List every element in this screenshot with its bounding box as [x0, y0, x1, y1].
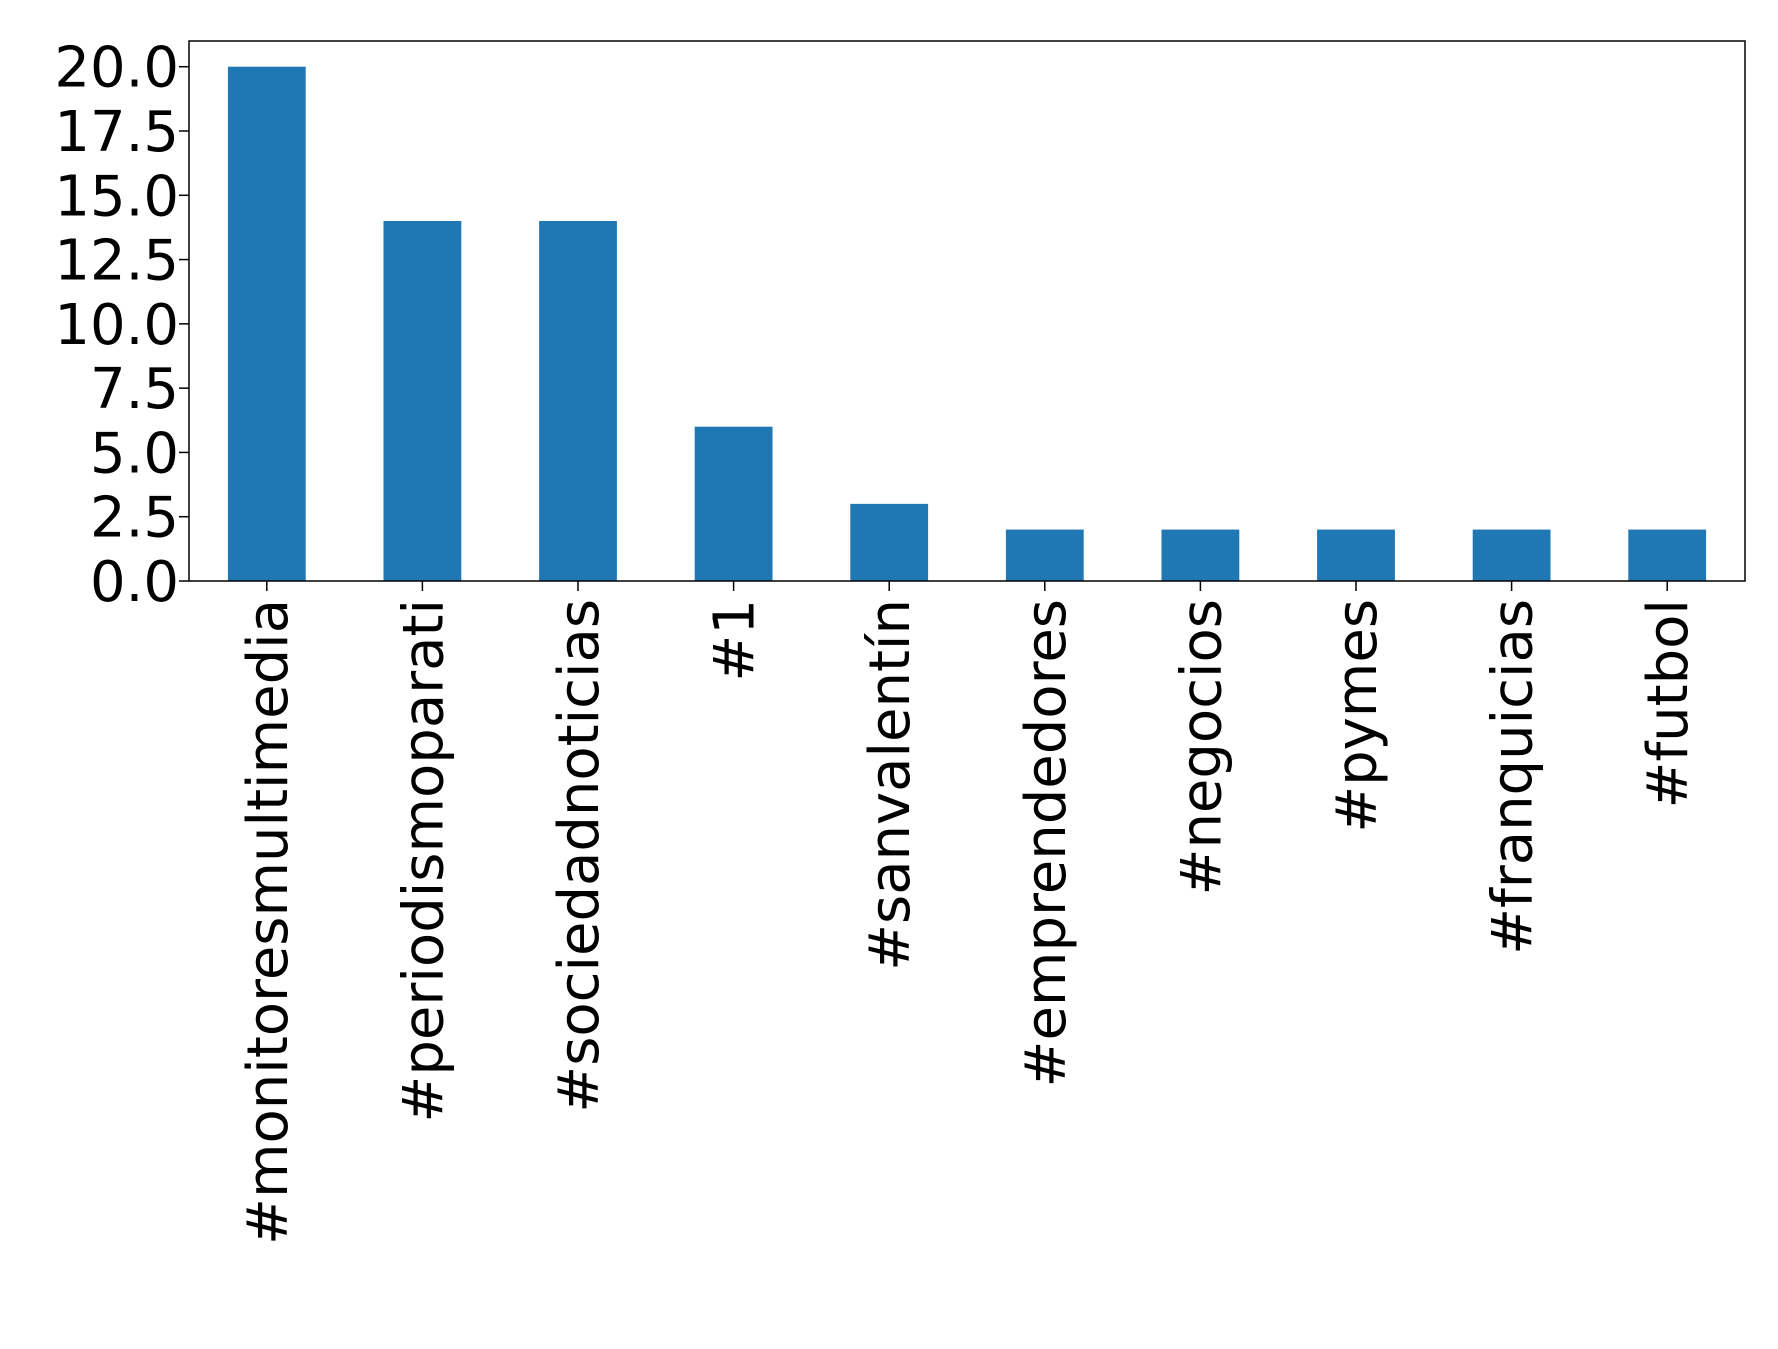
y-tick-label: 17.5 [54, 100, 179, 165]
x-axis: #monitoresmultimedia #periodismoparati #so… [236, 581, 1701, 1245]
y-tick-label: 15.0 [54, 164, 179, 229]
bar-3 [694, 426, 773, 581]
y-tick-label: 0.0 [90, 550, 179, 615]
bars-group [227, 66, 1707, 581]
x-tick-label: #franquicias [1481, 599, 1546, 955]
x-tick-label: #pymes [1325, 599, 1390, 833]
bar-5 [1005, 529, 1084, 581]
y-tick-label: 20.0 [54, 36, 179, 101]
y-tick-label: 10.0 [54, 293, 179, 358]
bar-9 [1628, 529, 1707, 581]
x-tick-label: #emprendedores [1014, 599, 1079, 1087]
y-tick-label: 2.5 [90, 486, 179, 551]
x-tick-label: #periodismoparati [391, 599, 456, 1123]
x-tick-label: #sociedadnoticias [547, 599, 612, 1113]
y-axis: 0.02.55.07.510.012.515.017.520.0 [54, 36, 189, 615]
bar-7 [1317, 529, 1395, 581]
plot-area-frame [188, 40, 1746, 582]
y-tick-label: 12.5 [54, 229, 179, 294]
y-tick-label: 5.0 [90, 421, 179, 486]
x-tick-label: #1 [703, 599, 768, 682]
x-tick-label: #negocios [1169, 599, 1234, 895]
y-tick-label: 7.5 [90, 357, 179, 422]
bar-6 [1161, 529, 1240, 581]
bar-1 [383, 221, 462, 581]
x-tick-label: #monitoresmultimedia [236, 599, 301, 1245]
bar-0 [227, 66, 306, 581]
bar-4 [850, 503, 929, 581]
x-tick-label: #futbol [1636, 599, 1701, 808]
x-tick-label: #sanvalentín [858, 599, 923, 971]
bar-2 [539, 221, 617, 581]
bar-8 [1472, 529, 1551, 581]
